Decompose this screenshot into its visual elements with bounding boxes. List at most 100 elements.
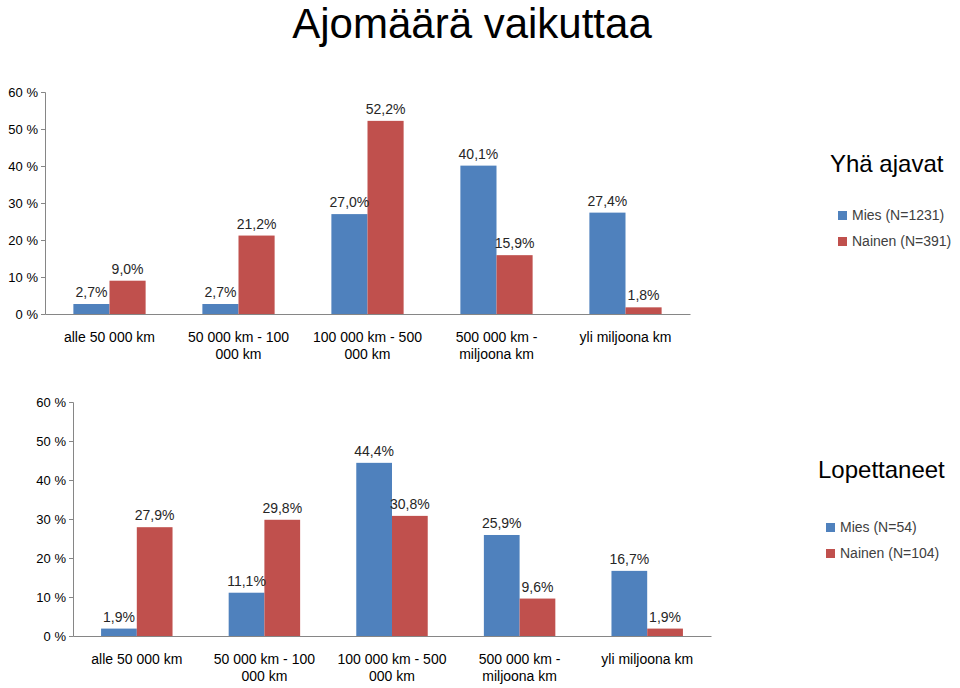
x-tick: 100 000 km - 500000 km [338, 636, 447, 684]
y-tick: 40 % [36, 473, 73, 488]
y-axis-line [41, 93, 46, 315]
chart: 0 %10 %20 %30 %40 %50 %60 %alle 50 000 k… [8, 85, 951, 363]
bar [392, 516, 428, 636]
x-axis-line [74, 636, 712, 637]
legend-swatch [838, 237, 847, 246]
bar [331, 214, 367, 314]
bar [626, 307, 662, 314]
chart-title: Yhä ajavat [830, 150, 944, 177]
y-tick-label: 30 % [36, 512, 66, 527]
data-label: 1,9% [649, 609, 681, 625]
y-tick-mark [41, 203, 45, 204]
data-labels: 2,7%2,7%27,0%40,1%27,4%9,0%21,2%52,2%15,… [75, 101, 659, 303]
y-tick-mark [69, 597, 73, 598]
y-tick-mark [41, 166, 45, 167]
y-tick: 10 % [8, 270, 45, 285]
y-tick-mark [69, 636, 73, 637]
y-tick-label: 0 % [44, 629, 67, 644]
legend-label: Mies (N=54) [840, 519, 917, 535]
page-title: Ajomäärä vaikuttaa [292, 0, 652, 47]
y-tick-label: 50 % [36, 434, 66, 449]
x-tick: yli miljoona km [601, 636, 693, 667]
y-tick-label: 60 % [8, 85, 38, 100]
y-tick-label: 10 % [36, 590, 66, 605]
bar [484, 535, 520, 636]
bar [356, 463, 392, 636]
bar [497, 255, 533, 314]
y-tick: 60 % [36, 395, 73, 410]
bar [368, 121, 404, 314]
y-tick-mark [69, 558, 73, 559]
y-tick-label: 0 % [16, 307, 39, 322]
bar [229, 593, 265, 636]
bar [460, 166, 496, 314]
y-tick: 20 % [36, 551, 73, 566]
y-tick-mark [69, 441, 73, 442]
x-tick-label: yli miljoona km [601, 651, 693, 667]
bar [202, 304, 238, 314]
y-tick: 30 % [36, 512, 73, 527]
y-tick-label: 30 % [8, 196, 38, 211]
data-label: 25,9% [482, 515, 522, 531]
data-label: 11,1% [227, 573, 266, 589]
data-label: 1,9% [103, 609, 135, 625]
data-label: 16,7% [609, 551, 649, 567]
bar [589, 213, 625, 314]
bar [647, 629, 683, 636]
x-tick: alle 50 000 km [64, 314, 155, 345]
x-tick-label: 100 000 km - 500000 km [313, 329, 422, 363]
y-axis: 0 %10 %20 %30 %40 %50 %60 % [8, 85, 45, 322]
x-tick: 500 000 km -miljoona km [479, 636, 561, 684]
bar [110, 281, 146, 314]
x-tick-label: alle 50 000 km [64, 329, 155, 345]
x-tick-label: alle 50 000 km [91, 651, 182, 667]
chart-canvas: Ajomäärä vaikuttaa 0 % 10 % 20 % 30 % 40 % 50 … [0, 0, 960, 688]
y-tick: 30 % [8, 196, 45, 211]
bars [101, 463, 683, 636]
x-axis-line [46, 314, 691, 315]
y-tick-label: 20 % [36, 551, 66, 566]
y-tick: 50 % [36, 434, 73, 449]
y-tick-mark [41, 129, 45, 130]
x-tick: 50 000 km - 100000 km [188, 314, 289, 362]
y-tick-label: 50 % [8, 122, 38, 137]
chart-title: Lopettaneet [818, 456, 945, 483]
x-tick-label: 500 000 km -miljoona km [479, 651, 561, 685]
bar [101, 629, 137, 636]
x-tick-label: 100 000 km - 500000 km [338, 651, 447, 685]
data-label: 30,8% [390, 496, 430, 512]
x-tick-label: 50 000 km - 100000 km [214, 651, 315, 685]
data-label: 44,4% [354, 443, 394, 459]
y-tick: 40 % [8, 159, 45, 174]
y-tick: 10 % [36, 590, 73, 605]
legend: Mies (N=54) Nainen (N=104) [826, 519, 939, 561]
legend-swatch [826, 523, 835, 532]
y-tick-mark [41, 314, 45, 315]
y-tick-mark [41, 92, 45, 93]
y-tick-label: 10 % [8, 270, 38, 285]
bar [611, 571, 647, 636]
y-tick-mark [69, 519, 73, 520]
bar [520, 599, 556, 636]
legend: Mies (N=1231)Nainen (N=391) [838, 207, 951, 249]
data-label: 29,8% [262, 500, 302, 516]
bar [137, 527, 173, 636]
legend-label: Nainen (N=104) [840, 545, 939, 561]
data-label: 52,2% [366, 101, 406, 117]
legend-swatch [826, 549, 835, 558]
y-axis-line [69, 403, 74, 637]
bar [264, 520, 300, 636]
y-tick: 50 % [8, 122, 45, 137]
x-axis: alle 50 000 km 50 000 km - 100000 km 100 0… [46, 314, 691, 362]
x-tick-label: 500 000 km -miljoona km [456, 329, 538, 363]
data-label: 15,9% [495, 235, 535, 251]
y-tick-label: 60 % [36, 395, 66, 410]
x-tick: 100 000 km - 500000 km [313, 314, 422, 362]
data-label: 27,0% [330, 194, 370, 210]
x-tick-label: yli miljoona km [580, 329, 672, 345]
data-label: 9,6% [522, 579, 554, 595]
y-tick-label: 40 % [36, 473, 66, 488]
data-labels: 1,9%11,1%44,4%25,9%16,7%27,9%29,8%30,8%9… [103, 443, 681, 625]
y-tick-mark [41, 240, 45, 241]
y-tick: 0 % [16, 307, 45, 322]
